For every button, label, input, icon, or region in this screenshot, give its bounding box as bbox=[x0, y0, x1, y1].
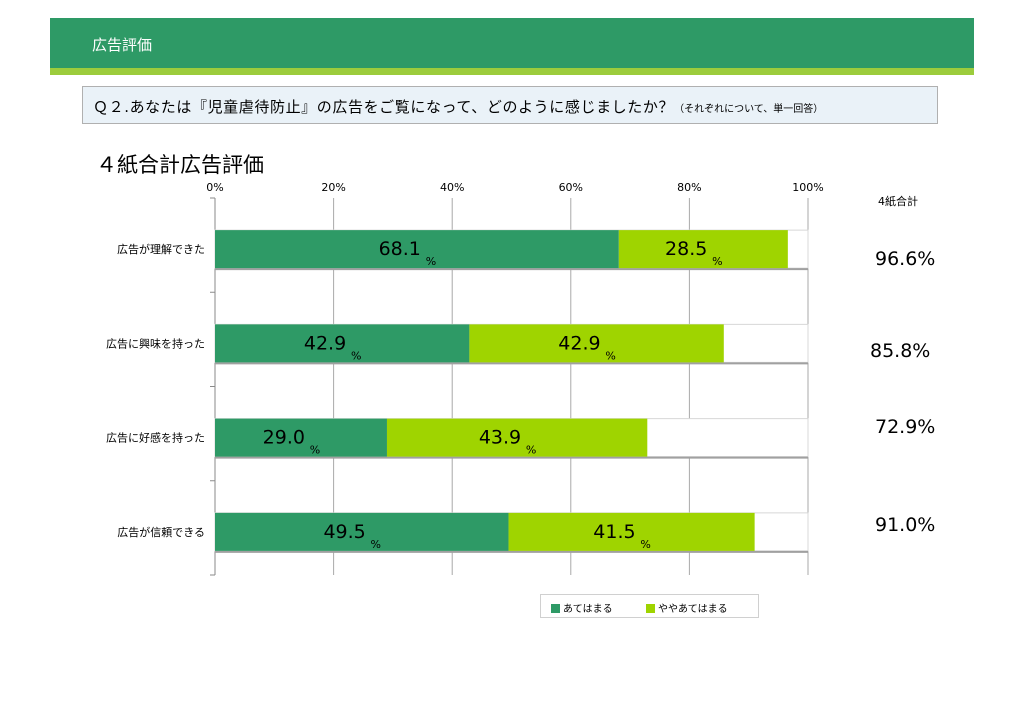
data-label: 43.9 bbox=[479, 427, 521, 449]
data-label: 29.0 bbox=[263, 427, 305, 449]
question-text: Ｑ２.あなたは『児童虐待防止』の広告をご覧になって、どのように感じましたか？（そ… bbox=[93, 96, 823, 117]
data-label-unit: % bbox=[526, 444, 536, 457]
bar-segment-yaya-atehamaru bbox=[508, 512, 755, 551]
totals-header: 4紙合計 bbox=[878, 195, 918, 208]
data-label: 42.9 bbox=[304, 332, 346, 354]
legend-item-series-1: あてはまる bbox=[551, 600, 613, 615]
x-tick-label: 100% bbox=[792, 181, 823, 194]
x-tick-label: 40% bbox=[440, 181, 464, 194]
category-label: 広告が理解できた bbox=[117, 242, 205, 256]
bar-segment-atehamaru bbox=[215, 230, 619, 269]
header-bar: 広告評価 bbox=[50, 18, 974, 68]
legend-swatch-series-1 bbox=[551, 604, 560, 613]
question-main-text: Ｑ２.あなたは『児童虐待防止』の広告をご覧になって、どのように感じましたか？ bbox=[93, 98, 675, 116]
data-label: 49.5 bbox=[323, 521, 365, 543]
total-value: 91.0% bbox=[875, 514, 936, 536]
data-label-unit: % bbox=[640, 538, 650, 551]
data-label-unit: % bbox=[371, 538, 381, 551]
data-label: 41.5 bbox=[593, 521, 635, 543]
x-tick-label: 80% bbox=[677, 181, 701, 194]
bar-segment-yaya-atehamaru bbox=[386, 418, 648, 457]
bar-segment-atehamaru bbox=[215, 418, 387, 457]
x-tick-label: 60% bbox=[559, 181, 583, 194]
legend-item-series-2: ややあてはまる bbox=[646, 600, 728, 615]
data-label-unit: % bbox=[310, 444, 320, 457]
chart-title: ４紙合計広告評価 bbox=[96, 153, 264, 177]
legend-label-series-2: ややあてはまる bbox=[658, 604, 728, 615]
question-box: Ｑ２.あなたは『児童虐待防止』の広告をご覧になって、どのように感じましたか？（そ… bbox=[82, 86, 938, 124]
data-label-unit: % bbox=[605, 349, 615, 362]
chart-legend: あてはまる ややあてはまる bbox=[540, 594, 759, 618]
x-tick-label: 20% bbox=[321, 181, 345, 194]
bar-segment-atehamaru bbox=[215, 324, 470, 363]
x-tick-label: 0% bbox=[206, 181, 223, 194]
data-label-unit: % bbox=[426, 255, 436, 268]
category-label: 広告に興味を持った bbox=[106, 336, 205, 350]
header-title: 広告評価 bbox=[92, 36, 153, 54]
bar-segment-yaya-atehamaru bbox=[618, 230, 788, 269]
data-label-unit: % bbox=[712, 255, 722, 268]
header-accent-stripe bbox=[50, 68, 974, 75]
bar-segment-yaya-atehamaru bbox=[469, 324, 724, 363]
total-value: 72.9% bbox=[875, 416, 936, 438]
data-label: 28.5 bbox=[665, 238, 707, 260]
category-label: 広告が信頼できる bbox=[117, 525, 205, 539]
bar-segment-atehamaru bbox=[215, 512, 509, 551]
total-value: 85.8% bbox=[870, 340, 931, 362]
data-label: 42.9 bbox=[558, 332, 600, 354]
total-value: 96.6% bbox=[875, 248, 936, 270]
data-label: 68.1 bbox=[379, 238, 421, 260]
legend-swatch-series-2 bbox=[646, 604, 655, 613]
question-note: （それぞれについて、単一回答） bbox=[674, 104, 824, 115]
legend-label-series-1: あてはまる bbox=[563, 604, 613, 615]
category-label: 広告に好感を持った bbox=[106, 431, 205, 445]
data-label-unit: % bbox=[351, 349, 361, 362]
